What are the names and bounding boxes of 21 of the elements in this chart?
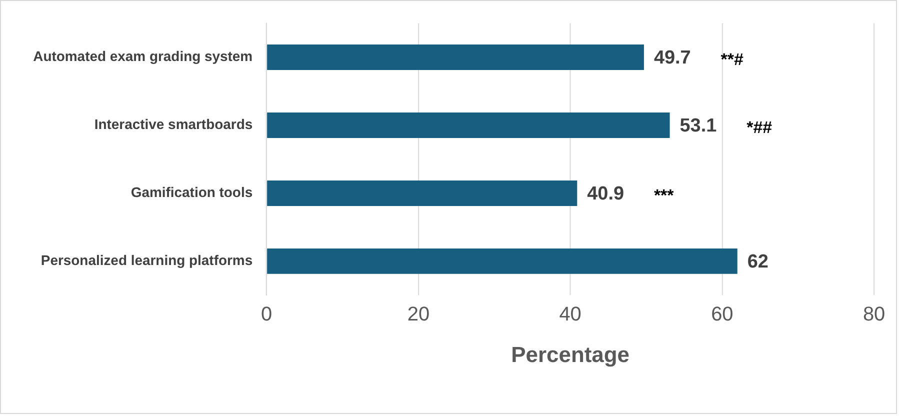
data-label: 49.7: [654, 48, 691, 68]
data-label: 53.1: [680, 115, 717, 136]
bar: [267, 44, 644, 70]
data-label: 40.9: [587, 183, 624, 204]
y-tick-label: Interactive smartboards: [94, 116, 253, 132]
annotation: *##: [746, 118, 773, 137]
bar: [267, 180, 578, 206]
data-label: 62: [747, 251, 768, 272]
bar: [267, 248, 738, 274]
x-tick-label: 40: [559, 304, 582, 326]
y-tick-label: Gamification tools: [130, 184, 253, 200]
annotation: ***: [654, 186, 674, 205]
x-tick-label: 80: [862, 304, 886, 326]
x-axis-title: Percentage: [511, 342, 630, 368]
x-tick-label: 60: [711, 304, 734, 326]
annotation: **#: [720, 50, 744, 69]
bar: [267, 112, 670, 138]
x-tick-label: 0: [261, 304, 272, 326]
y-tick-label: Automated exam grading system: [33, 48, 253, 64]
x-tick-label: 20: [407, 304, 430, 326]
y-tick-label: Personalized learning platforms: [40, 252, 253, 268]
